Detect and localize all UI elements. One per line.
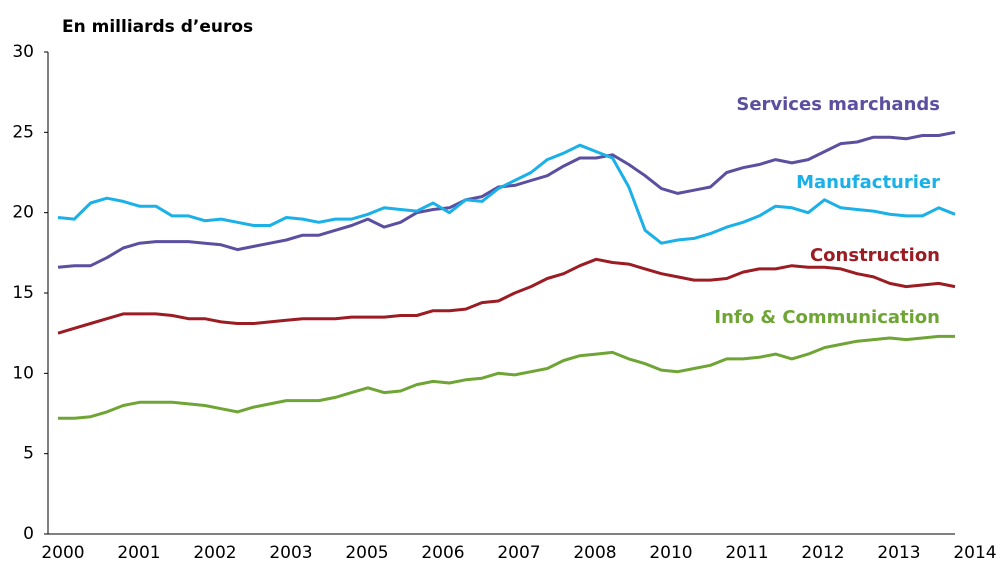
- x-tick-label: 2014: [953, 543, 996, 563]
- x-tick-label: 2001: [117, 543, 160, 563]
- series-label: Services marchands: [736, 94, 940, 115]
- x-tick-label: 2007: [497, 543, 540, 563]
- x-tick-label: 2010: [649, 543, 692, 563]
- series-label: Info & Communication: [714, 307, 940, 328]
- y-tick-label: 10: [12, 363, 34, 383]
- x-tick-label: 2012: [801, 543, 844, 563]
- series-label: Manufacturier: [796, 172, 940, 193]
- x-tick-label: 2006: [421, 543, 464, 563]
- y-tick-label: 5: [23, 444, 34, 464]
- y-tick-label: 20: [12, 203, 34, 223]
- y-tick-label: 25: [12, 122, 34, 142]
- chart-title: En milliards d’euros: [62, 17, 253, 37]
- series-line: [57, 257, 956, 335]
- x-tick-label: 2011: [725, 543, 768, 563]
- series-label: Construction: [810, 245, 940, 266]
- x-tick-label: 2005: [345, 543, 388, 563]
- series-line: [57, 143, 956, 245]
- x-tick-label: 2000: [41, 543, 84, 563]
- y-tick-label: 15: [12, 283, 34, 303]
- x-tick-label: 2003: [269, 543, 312, 563]
- x-tick-label: 2002: [193, 543, 236, 563]
- series-line: [58, 334, 955, 420]
- x-tick-label: 2008: [573, 543, 616, 563]
- y-tick-label: 30: [12, 42, 34, 62]
- y-tick-label: 0: [23, 524, 34, 544]
- x-tick-label: 2013: [877, 543, 920, 563]
